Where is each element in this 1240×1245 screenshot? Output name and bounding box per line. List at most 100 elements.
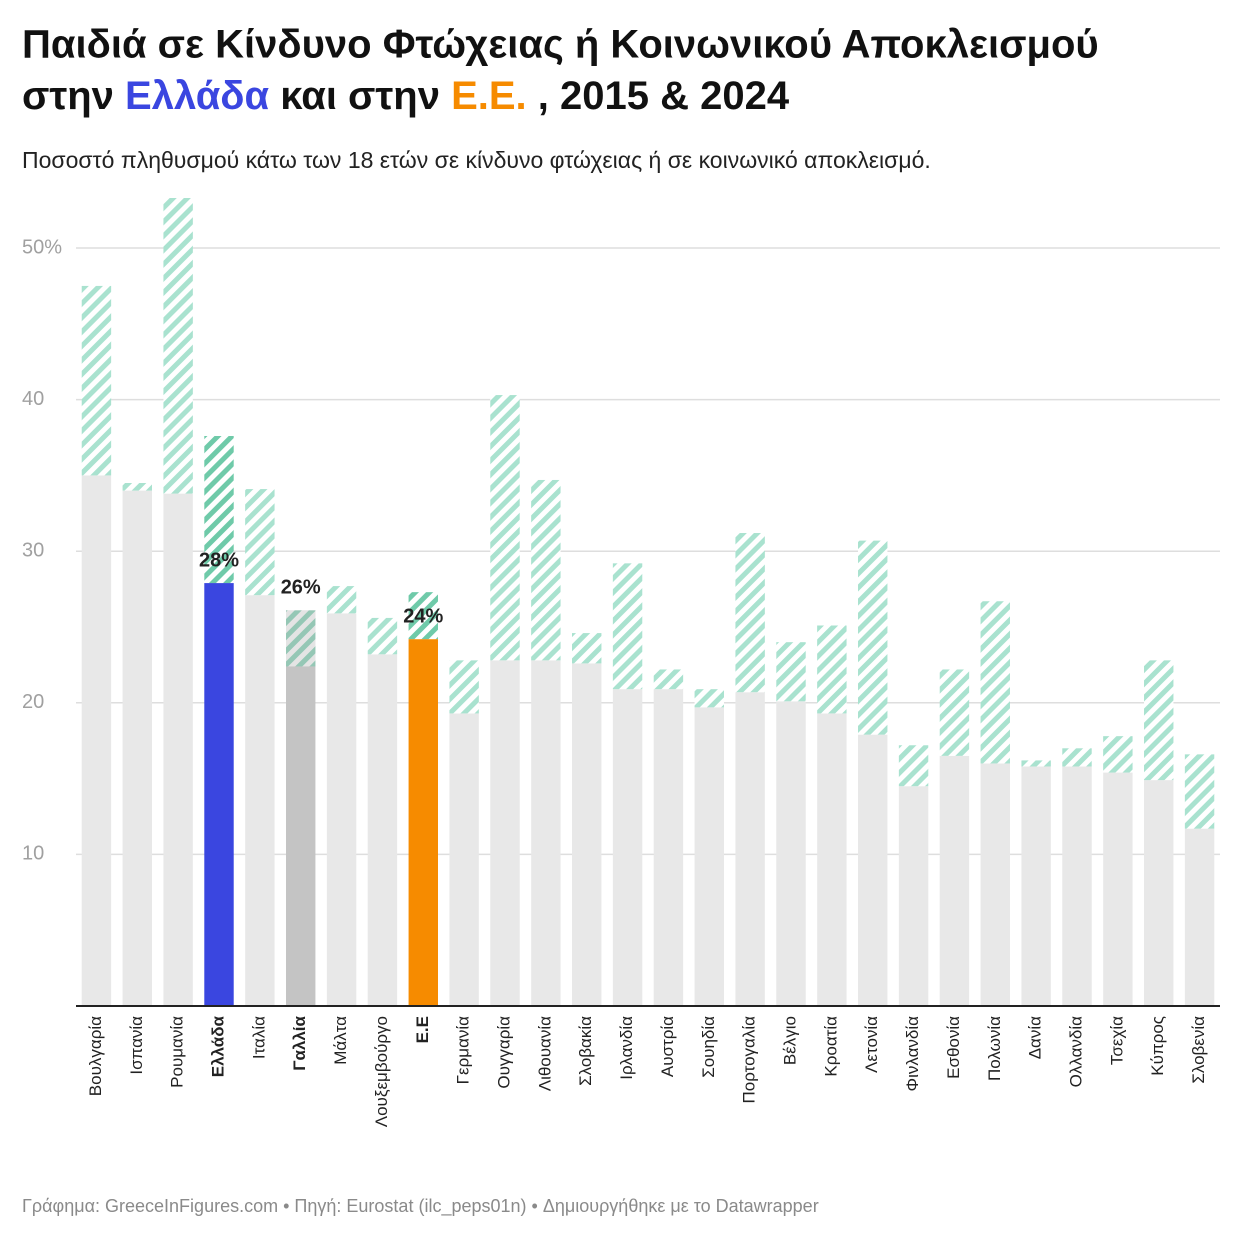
bar bbox=[653, 689, 684, 1006]
value-label: 28% bbox=[199, 549, 239, 571]
subtitle: Ποσοστό πληθυσμού κάτω των 18 ετών σε κί… bbox=[22, 147, 931, 173]
bar bbox=[163, 493, 193, 1006]
x-tick-label: Σουηδία bbox=[699, 1016, 718, 1078]
x-tick-label: Σλοβακία bbox=[576, 1016, 595, 1086]
bar bbox=[572, 663, 602, 1006]
bar bbox=[326, 613, 357, 1006]
x-tick-label: Πορτογαλία bbox=[740, 1016, 759, 1104]
bar bbox=[1184, 828, 1215, 1006]
bar bbox=[1021, 766, 1051, 1006]
change-hatch bbox=[898, 745, 929, 787]
title-part: στην bbox=[22, 74, 125, 118]
bar bbox=[939, 755, 970, 1006]
title-part: και στην bbox=[269, 74, 451, 118]
change-hatch bbox=[204, 436, 234, 584]
change-hatch bbox=[776, 642, 806, 702]
x-tick-label: Δανία bbox=[1026, 1016, 1045, 1059]
x-tick-label: Μάλτα bbox=[331, 1016, 350, 1065]
change-hatch bbox=[408, 592, 438, 640]
x-tick-label: Φινλανδία bbox=[903, 1016, 922, 1092]
y-tick-label: 50% bbox=[22, 236, 62, 258]
x-tick-label: Ουγγαρία bbox=[494, 1016, 513, 1089]
change-hatch bbox=[326, 586, 357, 614]
labels: Βουλγαρία Ισπανία Ρουμανία 28% Ελλάδα Ιταλία 2… bbox=[86, 549, 1208, 1127]
change-hatch bbox=[694, 689, 724, 708]
y-tick-label: 10 bbox=[22, 843, 44, 865]
change-hatch bbox=[1021, 760, 1051, 767]
change-hatch bbox=[612, 563, 643, 690]
x-tick-label: Βουλγαρία bbox=[86, 1016, 105, 1096]
title-line1: Παιδιά σε Κίνδυνο Φτώχειας ή Κοινωνικού … bbox=[22, 23, 1099, 67]
bar bbox=[858, 734, 888, 1006]
x-tick-label: Ε.Ε bbox=[413, 1016, 432, 1043]
bars bbox=[81, 198, 1215, 1006]
bar bbox=[735, 692, 765, 1006]
value-label: 24% bbox=[403, 605, 443, 627]
bar bbox=[980, 763, 1010, 1006]
bar bbox=[122, 490, 152, 1006]
change-hatch bbox=[653, 669, 684, 690]
y-tick-label: 30 bbox=[22, 539, 44, 561]
bar bbox=[408, 639, 438, 1006]
change-hatch bbox=[572, 633, 602, 664]
bar bbox=[204, 583, 234, 1006]
bar bbox=[1144, 780, 1174, 1006]
change-hatch bbox=[449, 660, 479, 714]
bar bbox=[1103, 772, 1133, 1006]
x-tick-label: Ισπανία bbox=[127, 1016, 146, 1075]
change-hatch bbox=[1103, 736, 1133, 773]
x-tick-label: Ολλανδία bbox=[1066, 1016, 1085, 1088]
bar bbox=[367, 654, 398, 1006]
source: Γράφημα: GreeceInFigures.com • Πηγή: Eur… bbox=[22, 1196, 819, 1217]
x-tick-label: Λουξεμβούργο bbox=[372, 1016, 391, 1127]
change-hatch bbox=[367, 617, 398, 655]
bar bbox=[817, 713, 847, 1006]
change-hatch bbox=[1062, 748, 1092, 767]
x-tick-label: Αυστρία bbox=[658, 1016, 677, 1077]
bar bbox=[490, 660, 520, 1006]
value-label: 26% bbox=[281, 577, 321, 599]
change-hatch bbox=[817, 625, 847, 714]
change-hatch bbox=[1144, 660, 1174, 781]
x-tick-label: Κύπρος bbox=[1148, 1016, 1167, 1076]
bar bbox=[694, 707, 724, 1006]
x-tick-label: Ελλάδα bbox=[208, 1015, 227, 1077]
title-part: Ελλάδα bbox=[125, 74, 270, 118]
change-hatch bbox=[858, 540, 888, 735]
bar bbox=[81, 475, 112, 1006]
bar bbox=[612, 689, 643, 1006]
x-tick-label: Ιρλανδία bbox=[617, 1016, 636, 1080]
bar bbox=[286, 610, 316, 1006]
x-tick-label: Τσεχία bbox=[1107, 1016, 1126, 1065]
change-hatch bbox=[286, 610, 316, 667]
change-hatch bbox=[245, 489, 275, 596]
x-tick-label: Σλοβενία bbox=[1189, 1016, 1208, 1084]
title-line2: στην Ελλάδα και στην Ε.Ε. , 2015 & 2024 bbox=[22, 74, 790, 118]
x-tick-label: Γερμανία bbox=[454, 1016, 473, 1085]
change-hatch bbox=[735, 533, 765, 693]
title-part: , 2015 & 2024 bbox=[527, 74, 790, 118]
change-hatch bbox=[490, 395, 520, 661]
x-tick-label: Ρουμανία bbox=[168, 1016, 187, 1088]
x-tick-label: Κροατία bbox=[821, 1016, 840, 1077]
x-tick-label: Γαλλία bbox=[290, 1015, 309, 1070]
bar bbox=[898, 786, 929, 1006]
y-tick-label: 40 bbox=[22, 388, 44, 410]
bar bbox=[776, 701, 806, 1006]
title-part: Ε.Ε. bbox=[451, 74, 527, 118]
change-hatch bbox=[163, 198, 193, 494]
change-hatch bbox=[939, 669, 970, 756]
y-tick-label: 20 bbox=[22, 691, 44, 713]
x-tick-label: Βέλγιο bbox=[780, 1016, 799, 1065]
bar bbox=[449, 713, 479, 1006]
x-tick-label: Πολωνία bbox=[985, 1016, 1004, 1081]
change-hatch bbox=[1184, 754, 1215, 829]
bar bbox=[245, 595, 275, 1006]
change-hatch bbox=[81, 285, 112, 476]
change-hatch bbox=[122, 482, 152, 491]
x-tick-label: Λιθουανία bbox=[535, 1016, 554, 1091]
bar bbox=[1062, 766, 1092, 1006]
change-hatch bbox=[531, 479, 561, 661]
